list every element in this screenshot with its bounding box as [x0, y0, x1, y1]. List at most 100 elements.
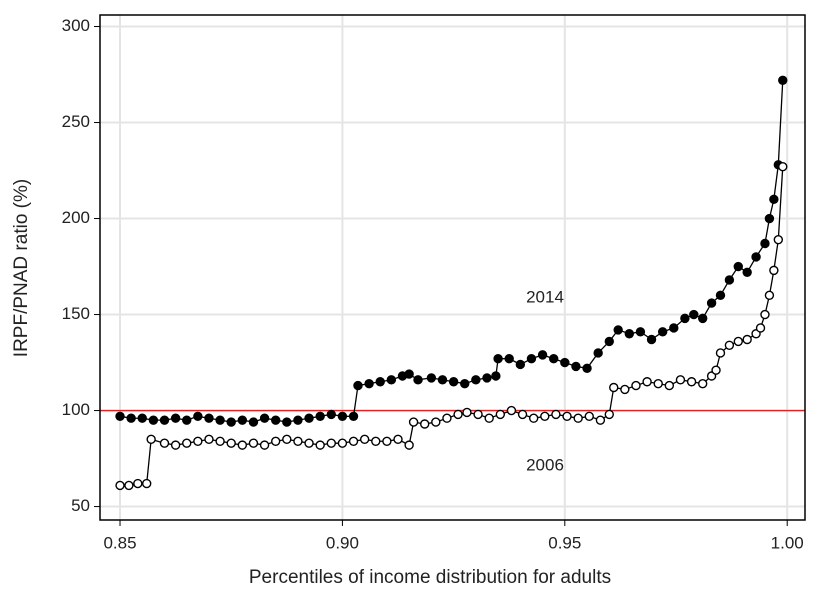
data-point [471, 375, 481, 385]
data-point [715, 290, 726, 301]
data-point [733, 336, 743, 347]
data-point [473, 409, 483, 420]
data-point [675, 375, 686, 385]
data-point [226, 438, 236, 448]
data-point [237, 440, 248, 450]
data-point [133, 478, 143, 489]
data-point [337, 438, 348, 448]
data-point [170, 413, 181, 423]
data-point [282, 434, 292, 445]
data-point [126, 413, 136, 423]
data-point [159, 438, 170, 448]
y-tick-label: 150 [62, 304, 90, 323]
data-point [631, 380, 641, 391]
data-point [259, 413, 270, 423]
data-point [613, 325, 623, 335]
data-point [751, 252, 761, 262]
data-point [573, 413, 583, 423]
data-point [595, 415, 606, 425]
data-point [437, 375, 448, 385]
data-point [526, 354, 537, 364]
data-point [182, 438, 192, 448]
data-point [293, 436, 303, 446]
data-point [237, 415, 248, 425]
data-point [733, 261, 743, 272]
data-point [315, 411, 325, 422]
data-point [571, 361, 581, 372]
data-point [326, 438, 336, 448]
data-point [159, 415, 170, 425]
data-point [353, 380, 363, 391]
y-tick-label: 250 [62, 112, 90, 131]
data-point [404, 369, 414, 379]
data-point [215, 415, 225, 425]
data-point [764, 290, 775, 301]
data-point [515, 359, 526, 370]
data-point [686, 377, 697, 387]
data-point [248, 438, 259, 448]
data-point [506, 405, 517, 416]
data-point [182, 415, 192, 425]
data-point [364, 378, 374, 389]
data-point [142, 478, 152, 489]
data-point [769, 265, 779, 276]
data-point [448, 377, 459, 387]
series-label: 2014 [526, 287, 564, 306]
x-tick-label: 0.90 [326, 533, 359, 552]
data-point [669, 323, 679, 333]
data-point [593, 348, 603, 358]
data-point [711, 365, 721, 375]
data-point [657, 327, 668, 337]
data-point [482, 373, 492, 383]
data-point [215, 436, 225, 446]
x-tick-label: 1.00 [771, 533, 804, 552]
x-tick-label: 0.85 [103, 533, 136, 552]
data-point [270, 415, 281, 425]
y-tick-label: 300 [62, 16, 90, 35]
data-point [528, 413, 539, 423]
data-point [493, 354, 503, 364]
data-point [270, 436, 281, 446]
data-point [484, 413, 494, 423]
data-point [689, 309, 699, 320]
data-point [282, 417, 292, 427]
data-point [551, 409, 561, 420]
data-point [620, 384, 630, 395]
data-point [375, 377, 385, 387]
series-label: 2006 [526, 455, 564, 474]
data-point [359, 434, 370, 445]
data-point [431, 417, 441, 427]
data-point [548, 354, 559, 364]
x-axis-title: Percentiles of income distribution for a… [249, 567, 611, 588]
data-point [115, 411, 125, 422]
data-point [537, 350, 548, 360]
data-point [582, 363, 592, 374]
data-point [453, 409, 463, 420]
data-point [715, 348, 726, 358]
data-point [760, 238, 770, 249]
data-point [562, 411, 572, 422]
data-point [560, 357, 570, 368]
data-point [337, 411, 348, 422]
data-point [706, 298, 717, 308]
data-point [137, 413, 147, 423]
data-point [146, 434, 156, 445]
data-point [404, 440, 414, 450]
data-point [584, 411, 594, 422]
data-point [778, 161, 788, 172]
y-tick-label: 200 [62, 208, 90, 227]
data-point [653, 378, 663, 389]
data-point [204, 413, 214, 423]
data-point [764, 213, 775, 224]
data-point [259, 440, 270, 450]
data-point [226, 417, 236, 427]
data-point [491, 371, 501, 381]
data-point [148, 415, 159, 425]
data-point [540, 411, 550, 422]
plot-frame [99, 14, 806, 521]
data-point [604, 409, 614, 420]
data-point [462, 407, 472, 418]
data-point [760, 309, 770, 320]
data-point [193, 436, 203, 446]
data-point [348, 436, 359, 446]
